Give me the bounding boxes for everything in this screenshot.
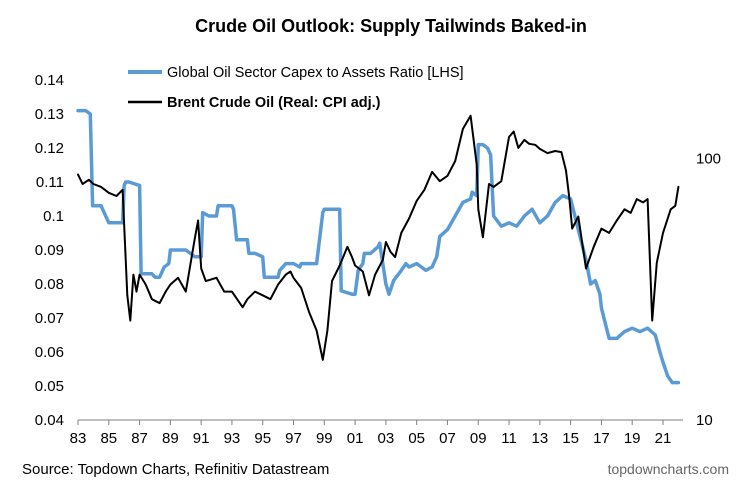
chart-title: Crude Oil Outlook: Supply Tailwinds Bake… [195, 16, 587, 36]
y-right-tick-label: 10 [696, 412, 713, 429]
x-tick-label: 95 [254, 430, 271, 447]
x-tick-label: 87 [131, 430, 148, 447]
y-left-tick-label: 0.09 [35, 242, 64, 259]
x-tick-label: 91 [193, 430, 210, 447]
x-tick-label: 01 [347, 430, 364, 447]
x-tick-label: 85 [100, 430, 117, 447]
x-tick-label: 05 [408, 430, 425, 447]
x-tick-label: 19 [624, 430, 641, 447]
x-tick-label: 03 [378, 430, 395, 447]
x-axis-tickmarks [77, 420, 664, 425]
plot-area [76, 108, 681, 385]
y-left-tick-label: 0.13 [35, 106, 64, 123]
y-left-tick-label: 0.14 [35, 72, 64, 89]
x-tick-label: 89 [162, 430, 179, 447]
x-tick-label: 13 [531, 430, 548, 447]
x-tick-label: 99 [316, 430, 333, 447]
y-right-axis: 10 100 [696, 151, 721, 429]
y-left-tick-label: 0.08 [35, 276, 64, 293]
y-left-tick-label: 0.1 [43, 208, 64, 225]
x-tick-label: 15 [562, 430, 579, 447]
x-tick-label: 09 [470, 430, 487, 447]
y-left-axis: 0.04 0.05 0.06 0.07 0.08 0.09 0.1 0.11 0.12 0.13 0… [35, 72, 64, 429]
x-axis: 83 85 87 89 91 93 95 97 99 01 03 05 07 09 11 13 15 17 19 21 [70, 430, 672, 447]
source-note: Source: Topdown Charts, Refinitiv Datast… [22, 461, 329, 478]
y-left-tick-label: 0.04 [35, 412, 64, 429]
legend: Global Oil Sector Capex to Assets Ratio … [128, 65, 464, 111]
y-left-tick-label: 0.12 [35, 140, 64, 157]
x-tick-label: 93 [224, 430, 241, 447]
y-left-tick-label: 0.11 [36, 174, 64, 191]
x-tick-label: 07 [439, 430, 456, 447]
y-left-tick-label: 0.05 [35, 378, 64, 395]
x-tick-label: 83 [70, 430, 87, 447]
series-line-capex [76, 108, 681, 385]
legend-label-brent: Brent Crude Oil (Real: CPI adj.) [167, 95, 381, 111]
series-line-brent [77, 114, 680, 361]
x-tick-label: 17 [593, 430, 610, 447]
y-left-tick-label: 0.07 [35, 310, 64, 327]
x-tick-label: 11 [501, 430, 517, 447]
y-left-tick-label: 0.06 [35, 344, 64, 361]
legend-label-capex: Global Oil Sector Capex to Assets Ratio … [167, 65, 464, 81]
y-right-tick-label: 100 [696, 151, 721, 168]
x-tick-label: 97 [285, 430, 302, 447]
x-tick-label: 21 [655, 430, 672, 447]
brand-watermark: topdowncharts.com [608, 461, 729, 477]
